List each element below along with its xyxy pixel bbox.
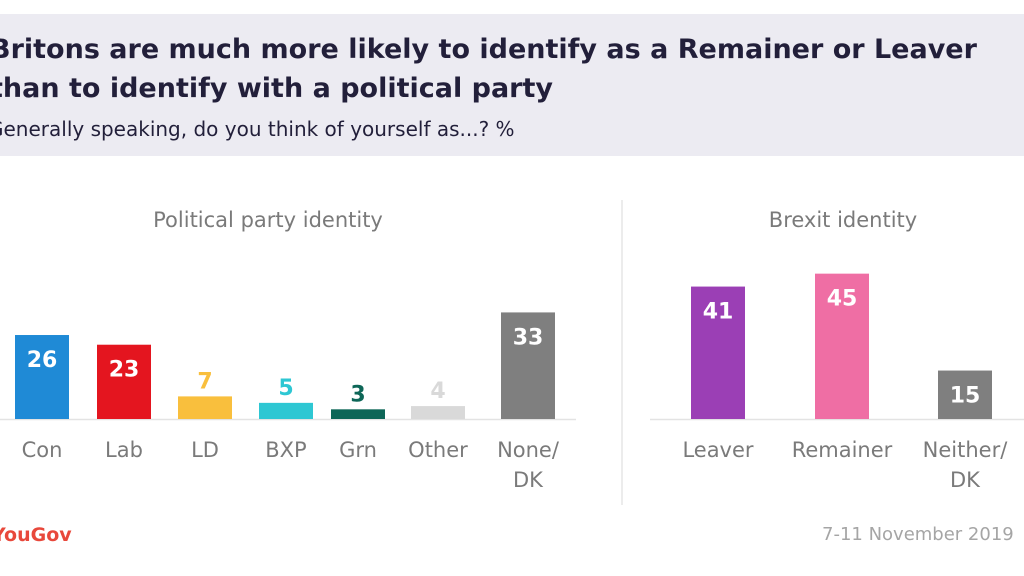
fieldwork-date: 7-11 November 2019 <box>822 524 1014 545</box>
chart-title: Britons are much more likely to identify… <box>0 30 977 108</box>
bar-value-bxp: 5 <box>278 376 293 401</box>
category-label-ld: LD <box>191 438 219 462</box>
bar-value-neither-dk: 15 <box>950 384 981 409</box>
category-label-none-dk-1: DK <box>513 468 544 492</box>
bar-grn <box>331 409 385 419</box>
category-label-other: Other <box>408 438 468 462</box>
bar-ld <box>178 396 232 419</box>
category-label-neither-dk: Neither/ <box>923 438 1009 462</box>
panel-title-party: Political party identity <box>153 208 383 232</box>
bar-remainer <box>815 273 869 419</box>
bar-value-ld: 7 <box>197 369 212 394</box>
bar-value-lab: 23 <box>109 358 140 383</box>
bar-bxp <box>259 402 313 419</box>
category-label-lab: Lab <box>105 438 143 462</box>
yougov-logo: YouGov <box>0 524 72 546</box>
chart-title-line-2: than to identify with a political party <box>0 73 553 104</box>
category-label-remainer: Remainer <box>792 438 893 462</box>
bar-leaver <box>691 286 745 419</box>
category-label-con: Con <box>22 438 63 462</box>
bar-value-grn: 3 <box>350 382 365 407</box>
bar-value-other: 4 <box>430 379 445 404</box>
bar-value-remainer: 45 <box>827 287 858 312</box>
bar-value-con: 26 <box>27 348 58 373</box>
chart-title-line-1: Britons are much more likely to identify… <box>0 34 977 65</box>
category-label-leaver: Leaver <box>682 438 753 462</box>
category-label-none-dk: None/ <box>497 438 560 462</box>
header-band <box>0 14 1024 156</box>
panel-title-brexit: Brexit identity <box>769 208 917 232</box>
bar-value-none-dk: 33 <box>513 325 544 350</box>
bar-value-leaver: 41 <box>703 300 734 325</box>
category-label-bxp: BXP <box>265 438 306 462</box>
chart-subtitle: Generally speaking, do you think of your… <box>0 117 515 141</box>
bar-con <box>15 335 69 419</box>
category-label-neither-dk-1: DK <box>950 468 981 492</box>
bar-other <box>411 406 465 419</box>
bar-lab <box>97 344 151 419</box>
category-label-grn: Grn <box>339 438 377 462</box>
bar-neither-dk <box>938 370 992 419</box>
bar-none-dk <box>501 312 555 419</box>
